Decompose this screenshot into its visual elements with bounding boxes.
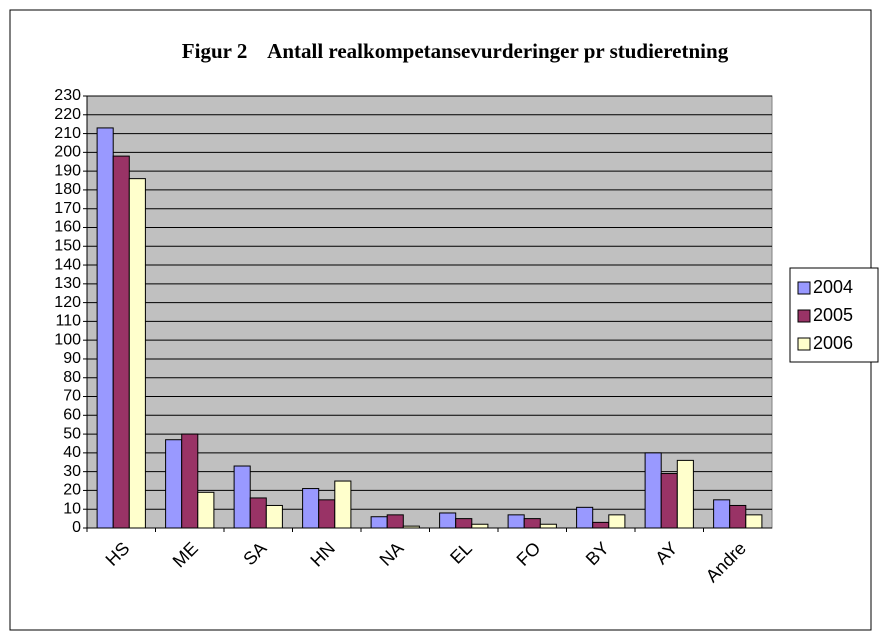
legend-label: 2004 — [813, 277, 853, 297]
bar — [713, 499, 731, 529]
bar — [128, 178, 146, 529]
bar — [181, 433, 199, 529]
bar — [197, 491, 215, 529]
y-tick-label: 160 — [54, 219, 81, 236]
bar — [96, 127, 114, 529]
bar — [455, 518, 473, 529]
y-tick-label: 50 — [63, 425, 81, 442]
y-tick-label: 230 — [54, 87, 81, 104]
bar — [302, 488, 320, 529]
bar — [676, 459, 694, 529]
y-tick-label: 150 — [54, 237, 81, 254]
y-tick-label: 180 — [54, 181, 81, 198]
y-tick-label: 60 — [63, 407, 81, 424]
legend-swatch — [797, 337, 811, 351]
bar — [233, 465, 251, 529]
y-tick-label: 190 — [54, 162, 81, 179]
y-tick-label: 20 — [63, 482, 81, 499]
y-tick-label: 130 — [54, 275, 81, 292]
legend-swatch — [797, 281, 811, 295]
y-tick-label: 170 — [54, 200, 81, 217]
bar — [439, 512, 457, 529]
y-tick-label: 0 — [72, 519, 81, 536]
chart-title: Figur 2 Antall realkompetansevurderinger… — [182, 39, 729, 63]
bar — [334, 480, 352, 529]
y-tick-label: 100 — [54, 331, 81, 348]
bar — [402, 525, 420, 529]
legend-label: 2005 — [813, 305, 853, 325]
y-tick-label: 210 — [54, 125, 81, 142]
bar — [644, 452, 662, 529]
bar — [729, 504, 747, 529]
bar — [165, 439, 183, 529]
bar — [660, 473, 678, 529]
y-tick-label: 110 — [55, 313, 81, 330]
y-tick-label: 40 — [63, 444, 81, 461]
bar — [592, 521, 610, 529]
legend-label: 2006 — [813, 333, 853, 353]
bar — [471, 523, 489, 529]
bar — [265, 504, 283, 529]
bar — [539, 523, 557, 529]
y-tick-label: 140 — [54, 256, 81, 273]
bar — [576, 506, 594, 529]
y-tick-label: 200 — [54, 144, 81, 161]
bar — [386, 514, 404, 529]
y-tick-label: 70 — [63, 388, 81, 405]
bar — [318, 499, 336, 529]
y-tick-label: 120 — [54, 294, 81, 311]
bar — [608, 514, 626, 529]
bar — [112, 155, 130, 529]
bar — [507, 514, 525, 529]
bar — [249, 497, 267, 529]
y-tick-label: 90 — [63, 350, 81, 367]
y-tick-label: 80 — [63, 369, 81, 386]
y-tick-label: 220 — [54, 106, 81, 123]
y-tick-label: 10 — [63, 500, 81, 517]
bar — [745, 514, 763, 529]
bar — [370, 516, 388, 529]
y-tick-label: 30 — [63, 463, 81, 480]
legend-swatch — [797, 309, 811, 323]
bar — [523, 518, 541, 529]
